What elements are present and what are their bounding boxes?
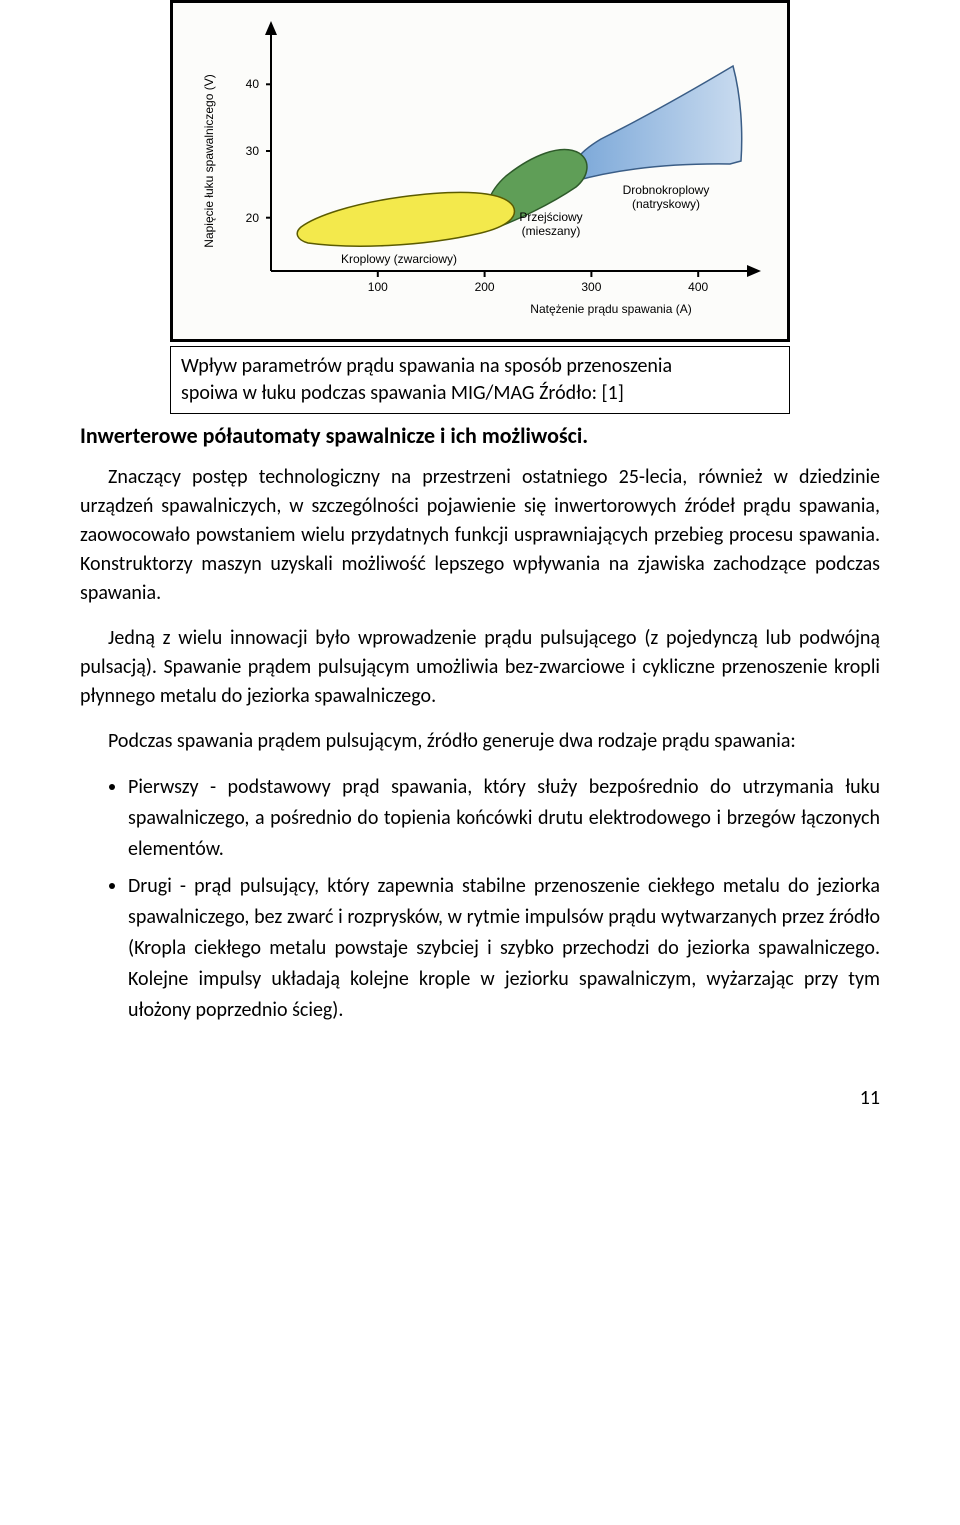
caption-line2: spoiwa w łuku podczas spawania MIG/MAG Ź… (181, 381, 624, 405)
x-tick-300: 300 (581, 280, 601, 294)
figure-caption: Wpływ parametrów prądu spawania na sposó… (170, 346, 790, 414)
page-container: 20 30 40 100 200 300 400 (0, 0, 960, 1150)
page-number: 11 (80, 1086, 880, 1110)
x-tick-100: 100 (368, 280, 388, 294)
bullet-2: Drugi - prąd pulsujący, który zapewnia s… (128, 871, 880, 1026)
label-przejsciowy-2: (mieszany) (522, 224, 581, 238)
bullet-list: Pierwszy - podstawowy prąd spawania, któ… (80, 772, 880, 1026)
y-tick-40: 40 (246, 77, 260, 91)
x-tick-200: 200 (475, 280, 495, 294)
label-drobno-2: (natryskowy) (632, 197, 700, 211)
label-kroplowy: Kroplowy (zwarciowy) (341, 252, 457, 266)
section-heading: Inwerterowe półautomaty spawalnicze i ic… (80, 422, 880, 449)
x-axis-label: Natężenie prądu spawania (A) (530, 302, 691, 316)
label-drobno-1: Drobnokroplowy (623, 183, 710, 197)
chart-area: 20 30 40 100 200 300 400 (181, 11, 779, 331)
chart-svg: 20 30 40 100 200 300 400 (181, 11, 781, 331)
paragraph-2: Jedną z wielu innowacji było wprowadzeni… (80, 624, 880, 711)
caption-line1: Wpływ parametrów prądu spawania na sposó… (181, 354, 672, 378)
y-tick-30: 30 (246, 144, 260, 158)
y-axis-label: Napięcie łuku spawalniczego (V) (202, 74, 216, 247)
paragraph-1: Znaczący postęp technologiczny na przest… (80, 463, 880, 608)
figure-frame: 20 30 40 100 200 300 400 (170, 0, 790, 342)
paragraph-3: Podczas spawania prądem pulsującym, źród… (80, 727, 880, 756)
bullet-1: Pierwszy - podstawowy prąd spawania, któ… (128, 772, 880, 865)
x-tick-400: 400 (688, 280, 708, 294)
label-przejsciowy-1: Przejściowy (519, 210, 582, 224)
y-tick-20: 20 (246, 211, 260, 225)
